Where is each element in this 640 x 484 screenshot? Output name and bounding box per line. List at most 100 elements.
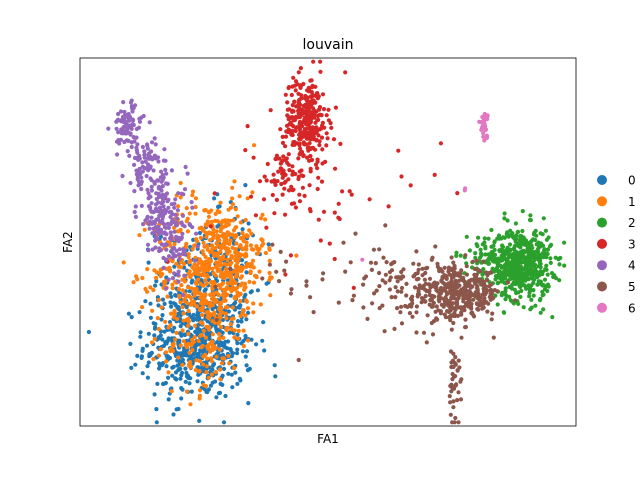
scatter-point xyxy=(290,128,295,133)
scatter-point xyxy=(484,135,490,140)
scatter-point xyxy=(302,115,307,120)
scatter-point xyxy=(529,305,534,310)
scatter-point xyxy=(129,315,134,320)
scatter-point xyxy=(487,294,492,300)
scatter-point xyxy=(536,254,541,259)
scatter-point xyxy=(198,306,203,311)
scatter-point xyxy=(120,173,125,179)
scatter-point xyxy=(263,250,268,256)
scatter-point xyxy=(148,301,153,306)
scatter-point xyxy=(225,257,230,262)
scatter-point xyxy=(160,297,166,302)
scatter-point xyxy=(244,270,249,275)
scatter-point xyxy=(146,331,151,336)
scatter-point xyxy=(499,253,504,258)
scatter-point xyxy=(137,310,142,315)
scatter-point xyxy=(532,262,538,267)
scatter-point xyxy=(278,249,283,254)
scatter-point xyxy=(157,270,162,275)
scatter-point xyxy=(201,362,206,367)
scatter-point xyxy=(438,141,443,146)
scatter-point xyxy=(148,315,153,320)
scatter-point xyxy=(225,278,230,283)
scatter-point xyxy=(245,306,251,311)
scatter-point xyxy=(273,374,278,379)
scatter-point xyxy=(387,278,392,283)
scatter-point xyxy=(130,109,135,114)
scatter-point xyxy=(527,294,532,299)
scatter-point xyxy=(486,301,491,306)
scatter-point xyxy=(238,303,243,308)
scatter-point xyxy=(150,157,155,162)
scatter-point xyxy=(548,256,553,261)
scatter-point xyxy=(177,293,182,298)
scatter-point xyxy=(214,327,219,332)
scatter-point xyxy=(225,218,230,223)
scatter-point xyxy=(218,200,223,205)
scatter-point xyxy=(235,336,241,341)
scatter-point xyxy=(502,271,507,276)
legend-marker-6 xyxy=(597,302,607,313)
scatter-point xyxy=(229,354,234,359)
scatter-point xyxy=(485,115,490,120)
scatter-point xyxy=(178,300,183,305)
scatter-point xyxy=(240,230,245,236)
scatter-point xyxy=(199,259,204,265)
scatter-point xyxy=(190,347,195,353)
scatter-point xyxy=(422,277,427,282)
scatter-point xyxy=(307,183,312,188)
scatter-point xyxy=(175,216,180,221)
scatter-point xyxy=(137,116,142,121)
scatter-point xyxy=(261,320,266,325)
scatter-point xyxy=(228,322,233,327)
legend-label-0: 0 xyxy=(628,174,636,188)
scatter-point xyxy=(231,285,236,290)
scatter-point xyxy=(280,134,285,139)
scatter-point xyxy=(178,317,183,322)
scatter-point xyxy=(282,186,287,191)
scatter-point xyxy=(210,236,216,241)
scatter-point xyxy=(268,108,273,113)
scatter-point xyxy=(332,210,337,215)
scatter-point xyxy=(341,240,346,245)
scatter-point xyxy=(173,223,179,228)
scatter-point xyxy=(252,143,257,148)
legend-label-1: 1 xyxy=(628,195,636,209)
scatter-point xyxy=(170,373,175,378)
scatter-point xyxy=(180,288,186,293)
scatter-point xyxy=(434,285,439,290)
scatter-point xyxy=(161,255,166,261)
scatter-point xyxy=(299,96,305,101)
scatter-point xyxy=(410,314,415,319)
scatter-point xyxy=(233,370,238,375)
scatter-point xyxy=(154,234,159,240)
scatter-point xyxy=(192,335,197,340)
scatter-point xyxy=(127,125,132,130)
scatter-point xyxy=(159,169,164,174)
scatter-point xyxy=(233,257,238,263)
scatter-point xyxy=(296,98,302,103)
scatter-point xyxy=(414,310,419,315)
scatter-point xyxy=(534,270,539,275)
scatter-point xyxy=(241,237,246,242)
scatter-point xyxy=(204,273,210,278)
scatter-point xyxy=(444,290,449,295)
scatter-point xyxy=(201,272,206,278)
scatter-point xyxy=(162,147,167,152)
scatter-point xyxy=(320,277,325,282)
scatter-point xyxy=(156,353,161,358)
scatter-point xyxy=(495,263,500,268)
scatter-point xyxy=(129,365,134,370)
scatter-point xyxy=(204,301,209,306)
scatter-point xyxy=(416,262,421,267)
scatter-point xyxy=(161,381,167,386)
scatter-point xyxy=(243,148,248,153)
scatter-point xyxy=(451,282,456,287)
scatter-point xyxy=(423,266,428,271)
scatter-point xyxy=(440,280,446,285)
scatter-point xyxy=(155,316,160,321)
scatter-point xyxy=(235,332,240,337)
scatter-point xyxy=(160,313,165,318)
scatter-point xyxy=(217,367,223,372)
scatter-point xyxy=(185,171,190,176)
